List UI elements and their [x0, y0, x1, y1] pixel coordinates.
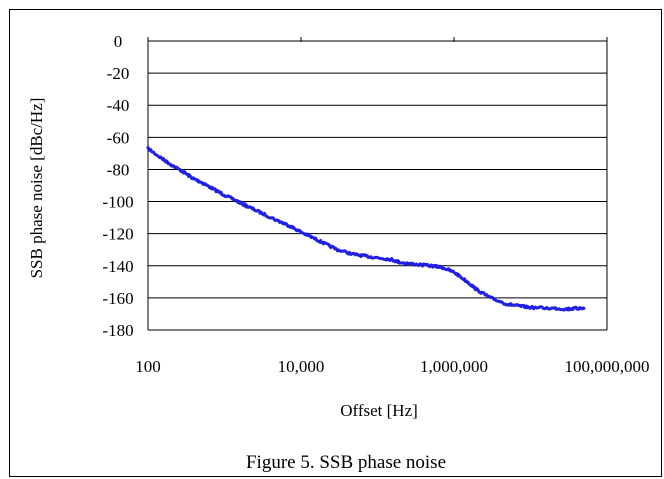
y-tick-label: 0 [114, 32, 123, 51]
y-tick-label: -20 [107, 64, 130, 83]
data-point [412, 262, 416, 266]
data-point [506, 303, 509, 306]
x-tick-label: 100,000,000 [565, 357, 650, 376]
data-point [183, 171, 186, 174]
y-tick-label: -160 [102, 289, 133, 308]
x-tick-label: 10,000 [278, 357, 325, 376]
data-point [200, 181, 203, 184]
grid-lines [148, 72, 607, 331]
y-tick-label: -100 [102, 193, 133, 212]
data-point [211, 187, 214, 190]
data-point [489, 296, 492, 300]
y-tick-label: -120 [102, 225, 133, 244]
data-point [322, 242, 326, 245]
series-group [146, 145, 586, 312]
data-point [192, 177, 196, 181]
data-point [529, 306, 532, 309]
axes [147, 37, 608, 330]
data-point [169, 163, 173, 166]
series-line-0 [146, 145, 586, 312]
data-point [236, 200, 240, 203]
y-tick-label: -140 [102, 257, 133, 276]
y-tick-label: -180 [102, 321, 133, 340]
y-axis-label: SSB phase noise [dBc/Hz] [27, 98, 46, 279]
x-tick-labels: 100 10,000 1,000,000 100,000,000 [135, 357, 649, 376]
data-point [565, 307, 569, 311]
data-point [429, 264, 433, 267]
data-point [160, 157, 163, 160]
data-point [276, 219, 280, 223]
data-point [452, 271, 456, 274]
figure-frame [9, 9, 662, 477]
data-point [440, 266, 444, 269]
data-point [364, 254, 367, 258]
figure-caption: Figure 5. SSB phase noise [246, 452, 446, 473]
data-point [353, 253, 356, 256]
data-point [259, 211, 263, 214]
data-point [287, 224, 291, 227]
data-point [299, 230, 303, 234]
data-point [582, 307, 586, 310]
x-tick-label: 1,000,000 [420, 357, 488, 376]
data-point [466, 280, 469, 284]
data-point [376, 256, 379, 259]
y-tick-label: -40 [107, 96, 130, 115]
y-tick-label: -80 [107, 160, 130, 179]
data-point [575, 307, 578, 310]
data-point [313, 237, 316, 240]
x-axis-label: Offset [Hz] [340, 401, 418, 420]
data-point [552, 307, 555, 310]
data-point [475, 288, 479, 292]
data-point [517, 304, 520, 308]
data-point [146, 147, 150, 150]
data-point [336, 248, 339, 251]
data-point [399, 261, 402, 264]
data-point [246, 205, 249, 208]
x-tick-label: 100 [135, 357, 161, 376]
y-tick-labels: 0 -20 -40 -60 -80 -100 -120 -140 -160 -180 [102, 32, 133, 340]
data-point [389, 258, 393, 261]
data-point [223, 193, 226, 197]
y-tick-label: -60 [107, 128, 130, 147]
